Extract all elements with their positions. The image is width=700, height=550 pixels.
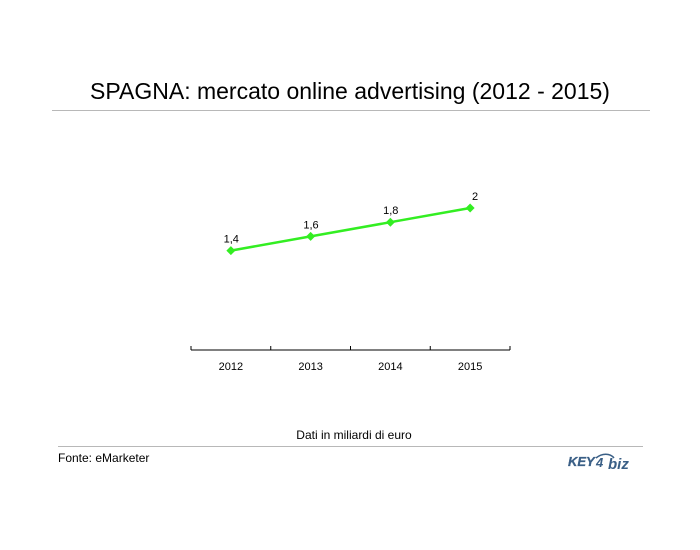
data-point: [385, 217, 395, 227]
data-label: 2: [472, 191, 478, 203]
data-label: 1,4: [224, 234, 239, 246]
source-text: Fonte: eMarketer: [58, 451, 150, 465]
data-label: 1,6: [303, 219, 318, 231]
series: [226, 203, 475, 256]
x-tick-label: 2014: [378, 361, 402, 373]
x-tick-label: 2012: [219, 361, 243, 373]
series-line: [230, 206, 471, 252]
x-axis: 2012 2013 2014 2015: [190, 346, 511, 373]
data-point: [226, 246, 236, 256]
chart-title: SPAGNA: mercato online advertising (2012…: [90, 78, 610, 104]
svg-text:biz: biz: [608, 456, 629, 473]
data-point: [306, 231, 316, 241]
data-label: 1,8: [383, 205, 398, 217]
units-note: Dati in miliardi di euro: [296, 428, 412, 442]
data-point: [465, 203, 475, 213]
footer-divider: [58, 446, 643, 447]
x-tick-label: 2013: [298, 361, 322, 373]
svg-text:KEY: KEY: [568, 454, 596, 469]
data-labels: 1,4 1,6 1,8 2: [224, 191, 479, 246]
key4biz-logo: KEY 4 biz: [568, 453, 629, 473]
x-tick-label: 2015: [458, 361, 482, 373]
title-divider: [52, 110, 650, 111]
svg-text:4: 4: [595, 455, 604, 470]
